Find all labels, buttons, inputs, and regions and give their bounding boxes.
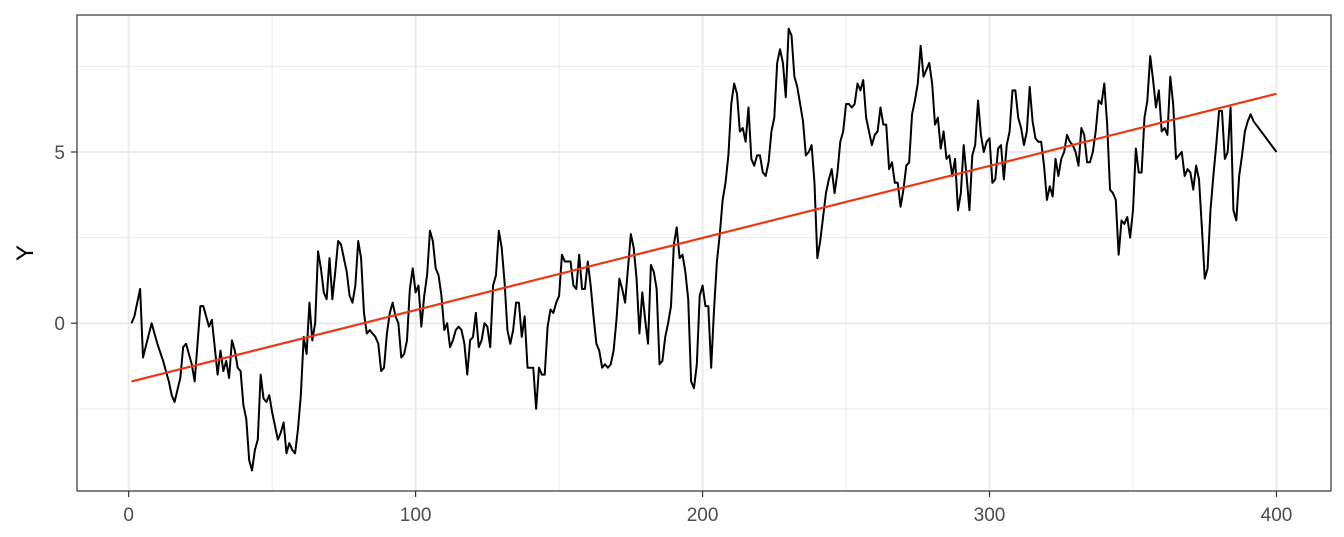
minor-gridlines bbox=[77, 15, 1331, 491]
y-tick-label: 5 bbox=[54, 143, 65, 164]
x-tick-label: 300 bbox=[974, 505, 1006, 526]
y-axis: 05 bbox=[54, 143, 77, 335]
x-tick-label: 100 bbox=[400, 505, 432, 526]
series-layer bbox=[130, 27, 1278, 472]
x-tick-label: 200 bbox=[687, 505, 719, 526]
x-tick-label: 0 bbox=[123, 505, 134, 526]
panel-border bbox=[76, 14, 1332, 492]
major-gridlines bbox=[77, 15, 1331, 491]
y-axis-title: Y bbox=[12, 245, 39, 261]
y-tick-label: 0 bbox=[54, 314, 65, 335]
x-tick-label: 400 bbox=[1261, 505, 1293, 526]
series-line bbox=[130, 27, 1278, 472]
x-axis: 0 100 200 300 400 bbox=[123, 491, 1292, 526]
trend-line bbox=[131, 92, 1277, 383]
